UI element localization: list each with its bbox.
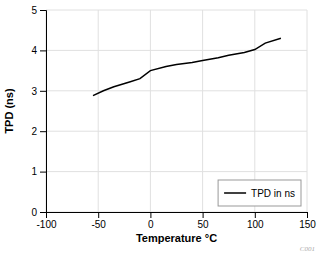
x-grid-line [98, 10, 99, 212]
y-grid-line [46, 171, 307, 172]
x-tick-label: -50 [91, 219, 106, 230]
legend-frame [218, 180, 301, 206]
x-tick-label: 150 [299, 219, 316, 230]
x-tick-mark [307, 212, 308, 218]
y-grid-line [46, 90, 307, 91]
y-grid-line [46, 50, 307, 51]
y-tick: 3 [31, 86, 46, 97]
y-tick-mark [40, 50, 46, 51]
legend-label: TPD in ns [251, 188, 295, 199]
y-axis: 0 1 2 3 4 5 [31, 5, 46, 218]
y-tick-label: 2 [31, 126, 37, 137]
y-tick: 5 [31, 5, 46, 16]
x-grid-line [202, 10, 203, 212]
x-tick-mark [203, 212, 204, 218]
x-tick: -50 [91, 212, 106, 230]
y-grid-line [46, 131, 307, 132]
x-tick: 50 [198, 212, 210, 230]
legend-swatch [224, 192, 246, 194]
x-tick-label: -100 [36, 219, 56, 230]
y-tick: 4 [31, 45, 46, 56]
x-tick-mark [98, 212, 99, 218]
marks [93, 38, 281, 95]
y-tick-label: 1 [31, 166, 37, 177]
x-tick-label: 100 [247, 219, 264, 230]
y-tick-mark [40, 172, 46, 173]
grid [46, 10, 307, 212]
chart: -100 -50 0 50 100 150 0 1 2 3 4 5 TPD in ns Temperatu… [0, 0, 321, 254]
y-axis-title: TPD (ns) [3, 88, 15, 134]
y-tick-mark [40, 10, 46, 11]
x-tick: -100 [36, 212, 56, 230]
x-axis-title: Temperature °C [136, 232, 217, 244]
x-axis-line [47, 213, 308, 219]
x-tick: 100 [247, 212, 264, 230]
y-tick: 2 [31, 126, 46, 137]
x-tick-label: 50 [198, 219, 210, 230]
x-tick-label: 0 [148, 219, 154, 230]
x-axis: -100 -50 0 50 100 150 [36, 212, 316, 230]
y-tick-label: 4 [31, 45, 37, 56]
x-grid-line [307, 10, 308, 212]
y-tick: 1 [31, 166, 46, 177]
y-tick-mark [40, 131, 46, 132]
y-tick-label: 3 [31, 86, 37, 97]
y-tick: 0 [31, 207, 46, 218]
y-tick-mark [40, 212, 46, 213]
legend: TPD in ns [218, 180, 301, 206]
y-tick-label: 5 [31, 5, 37, 16]
annotation: C001 [300, 245, 315, 253]
x-tick: 150 [299, 212, 316, 230]
plot: -100 -50 0 50 100 150 0 1 2 3 4 5 TPD in ns [31, 5, 316, 230]
y-axis-line [40, 11, 47, 213]
y-tick-mark [40, 91, 46, 92]
x-tick: 0 [148, 212, 154, 230]
x-grid-line [150, 10, 151, 212]
x-tick-mark [150, 212, 151, 218]
x-tick-mark [255, 212, 256, 218]
series-line [93, 38, 281, 95]
y-grid-line [46, 10, 307, 11]
y-tick-label: 0 [31, 207, 37, 218]
